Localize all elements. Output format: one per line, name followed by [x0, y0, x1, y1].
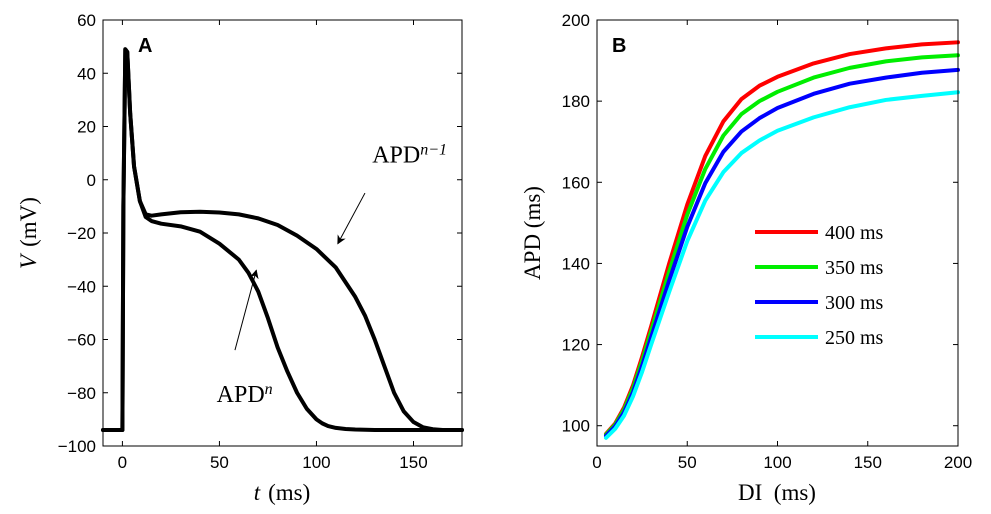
- panel-b-xlabel: DI (ms): [738, 480, 816, 505]
- panel-a-xlabel-unit: (ms): [268, 480, 310, 505]
- annotation-label-base: APD: [217, 382, 265, 408]
- panel-b: 0 50 100 150 200 100 120 140 160 180 200 B DI (ms)…: [520, 11, 972, 505]
- panel-b-series-line-1: [604, 40, 960, 436]
- panel-a-series-layer: [101, 47, 464, 433]
- panel-a-xlabel-var: t: [254, 480, 261, 505]
- panel-b-legend: 400 ms 350 ms 300 ms 250 ms: [755, 222, 884, 349]
- panel-b-series-line-2: [604, 53, 960, 437]
- panel-a-ytick-label: 60: [77, 11, 96, 30]
- panel-b-ylabel: APD (ms): [520, 186, 545, 280]
- panel-a-ticks: 0 50 100 150 −100 −80 −60 −40 −20 0 20 40 60: [58, 11, 462, 472]
- legend-label: 300 ms: [825, 292, 884, 314]
- annotation-label-superscript: n: [265, 381, 273, 398]
- panel-b-xtick-label: 50: [678, 453, 697, 472]
- panel-b-xtick-label: 150: [854, 453, 882, 472]
- legend-label: 400 ms: [825, 222, 884, 244]
- panel-a-ytick-label: −20: [67, 224, 96, 243]
- panel-a-ytick-label: 0: [87, 171, 96, 190]
- legend-label: 350 ms: [825, 257, 884, 279]
- panel-b-series-layer: [604, 40, 960, 440]
- panel-b-xtick-label: 0: [592, 453, 601, 472]
- panel-a-annotation-arrow-1: [337, 192, 366, 245]
- panel-b-ytick-label: 160: [562, 173, 590, 192]
- panel-b-letter: B: [612, 35, 626, 57]
- panel-a-annotation-label-2: APDn: [217, 381, 273, 409]
- panel-a-ytick-label: 40: [77, 64, 96, 83]
- panel-b-ytick-label: 180: [562, 92, 590, 111]
- panel-a-annotation-arrow-2: [234, 269, 259, 351]
- annotation-label-superscript: n−1: [420, 141, 447, 158]
- panel-a-xtick-label: 100: [302, 453, 330, 472]
- panel-a-ylabel: V (mV): [16, 197, 41, 269]
- panel-b-series-line-4: [604, 90, 960, 440]
- panel-a-xtick-label: 150: [399, 453, 427, 472]
- panel-a-xlabel: t (ms): [254, 480, 311, 505]
- panel-a-ytick-label: −100: [58, 437, 96, 456]
- panel-a-xtick-label: 0: [118, 453, 127, 472]
- panel-a-ylabel-var: V: [16, 252, 41, 269]
- panel-a-ytick-label: −40: [67, 277, 96, 296]
- panel-a-xtick-label: 50: [210, 453, 229, 472]
- panel-a-ylabel-unit: (mV): [16, 197, 41, 247]
- panel-a-letter: A: [138, 35, 152, 57]
- panel-a-series-line-2: [101, 47, 464, 433]
- panel-b-ytick-label: 140: [562, 254, 590, 273]
- panel-b-xtick-label: 200: [944, 453, 972, 472]
- panel-b-ticks: 0 50 100 150 200 100 120 140 160 180 200: [562, 11, 973, 472]
- panel-a-series-line-1: [101, 47, 464, 433]
- panel-a-ytick-label: −60: [67, 331, 96, 350]
- annotation-label-base: APD: [372, 142, 420, 168]
- panel-a-annotation-label-1: APDn−1: [372, 141, 447, 169]
- panel-b-xtick-label: 100: [763, 453, 791, 472]
- panel-b-ytick-label: 200: [562, 11, 590, 30]
- panel-b-ytick-label: 100: [562, 417, 590, 436]
- panel-a-ytick-label: 20: [77, 118, 96, 137]
- panel-b-ytick-label: 120: [562, 336, 590, 355]
- panel-a: 0 50 100 150 −100 −80 −60 −40 −20 0 20 40 60 A t (ms)…: [16, 11, 464, 505]
- panel-b-series-line-3: [604, 67, 960, 438]
- panel-a-ytick-label: −80: [67, 384, 96, 403]
- legend-label: 250 ms: [825, 327, 884, 349]
- panel-a-frame: [102, 19, 463, 447]
